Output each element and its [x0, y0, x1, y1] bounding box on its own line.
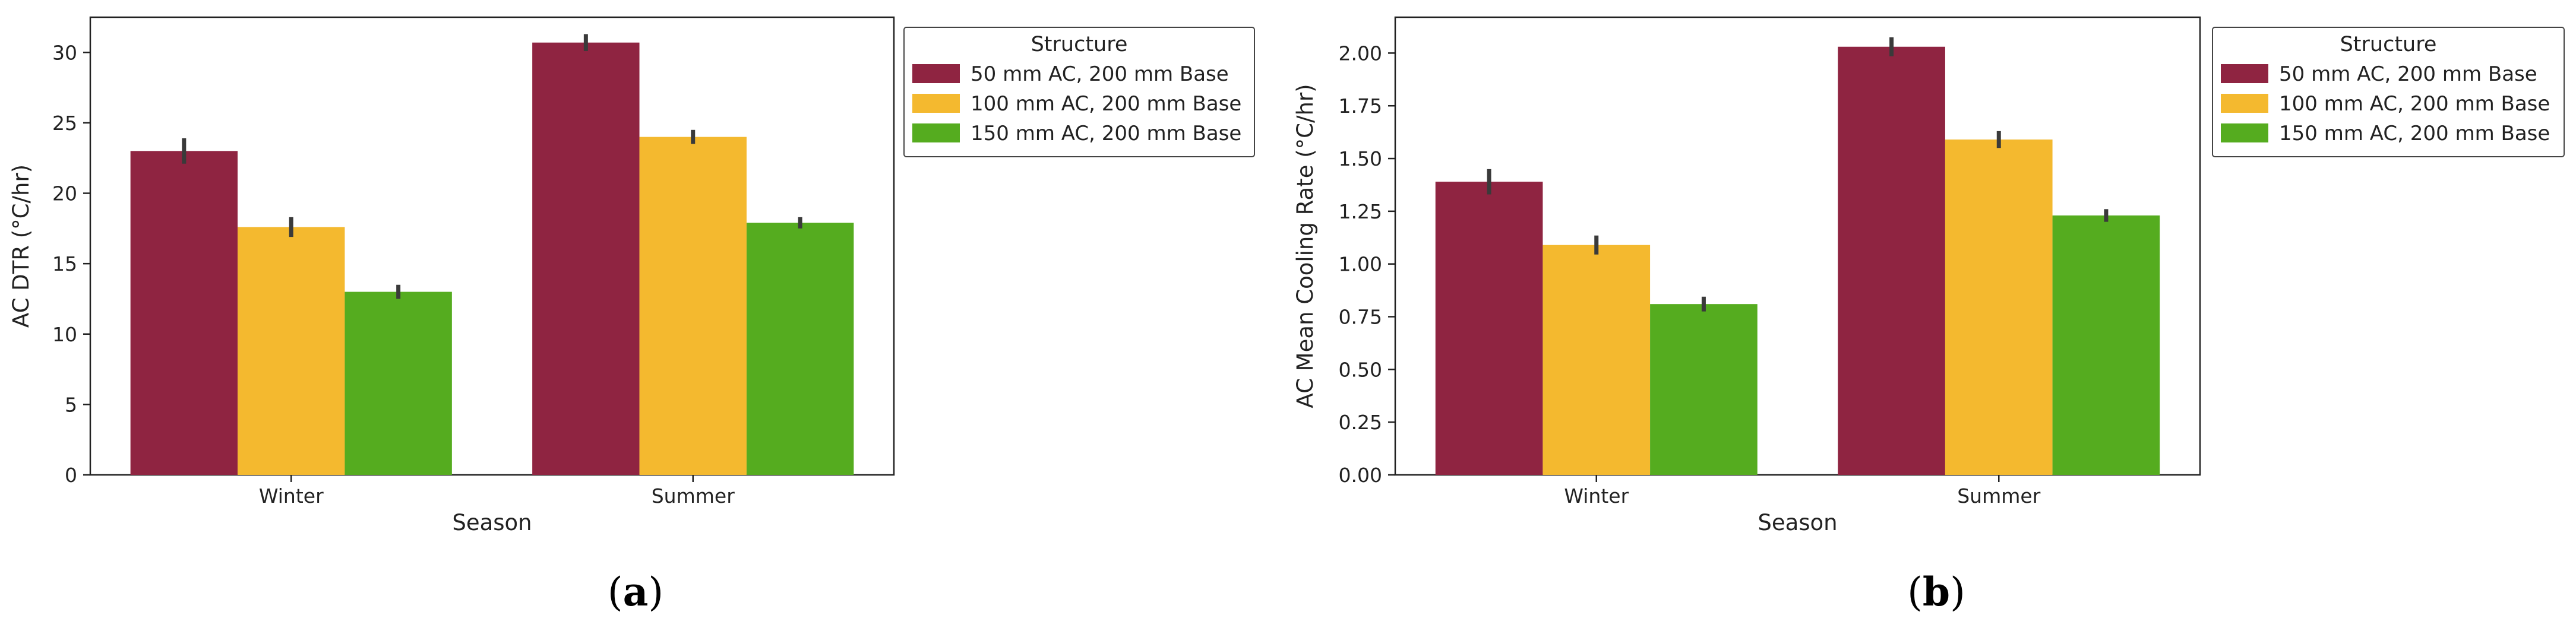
legend-swatch — [912, 64, 960, 83]
y-tick-label: 0.00 — [1339, 464, 1382, 487]
y-tick-label: 0.25 — [1339, 411, 1382, 434]
legend-swatch — [2221, 94, 2268, 113]
y-tick-label: 2.00 — [1339, 42, 1382, 65]
chart-a: 0 5 10 15 20 25 30 Winter Summer Season AC DTR (°C… — [8, 16, 1255, 615]
y-tick-label: 1.25 — [1339, 200, 1382, 223]
bar-summer-series-2 — [1945, 139, 2053, 475]
plot-frame — [89, 16, 895, 476]
bar-summer-series-1 — [1838, 46, 1945, 475]
bar-winter-series-1 — [130, 151, 238, 475]
legend-swatch — [912, 123, 960, 142]
bar-winter-series-3 — [344, 291, 452, 475]
figure-caption: (a) — [608, 569, 663, 615]
y-tick-label: 5 — [65, 393, 77, 416]
bar-summer-series-3 — [2052, 215, 2160, 475]
x-tick-label: Summer — [1957, 484, 2040, 508]
y-tick-label: 25 — [52, 112, 77, 135]
figure-caption: (b) — [1907, 569, 1965, 615]
y-tick-label: 1.50 — [1339, 147, 1382, 170]
bar-summer-series-2 — [639, 137, 747, 475]
bar-winter-series-3 — [1650, 304, 1758, 475]
legend-title: Structure — [2340, 33, 2437, 56]
plot-frame — [1394, 16, 2201, 476]
y-axis-label: AC Mean Cooling Rate (°C/hr) — [1292, 84, 1318, 408]
legend-label: 50 mm AC, 200 mm Base — [971, 62, 1229, 86]
x-axis-label: Season — [452, 510, 532, 535]
y-axis-label: AC DTR (°C/hr) — [8, 164, 34, 328]
legend-label: 50 mm AC, 200 mm Base — [2279, 62, 2537, 86]
legend-swatch — [912, 94, 960, 113]
legend-label: 100 mm AC, 200 mm Base — [971, 92, 1241, 116]
legend-box — [2212, 27, 2565, 157]
legend-box — [903, 27, 1255, 157]
x-tick-label: Summer — [652, 484, 735, 508]
legend-label: 150 mm AC, 200 mm Base — [2279, 122, 2550, 145]
y-tick-label: 15 — [52, 252, 77, 275]
bar-winter-series-1 — [1435, 182, 1543, 475]
bar-summer-series-1 — [532, 42, 640, 475]
y-tick-label: 20 — [52, 182, 77, 205]
chart-b: 0.00 0.25 0.50 0.75 1.00 1.25 1.50 1.75 2.00 Wint… — [1292, 16, 2565, 615]
y-tick-label: 30 — [52, 41, 77, 64]
bar-summer-series-3 — [746, 223, 854, 475]
legend-label: 150 mm AC, 200 mm Base — [971, 122, 1241, 145]
bar-winter-series-2 — [238, 227, 345, 475]
y-tick-label: 1.75 — [1339, 94, 1382, 118]
x-tick-label: Winter — [1564, 484, 1629, 508]
legend-swatch — [2221, 64, 2268, 83]
legend-label: 100 mm AC, 200 mm Base — [2279, 92, 2550, 116]
legend: Structure 50 mm AC, 200 mm Base 100 mm AC,… — [2212, 27, 2565, 157]
x-axis-label: Season — [1758, 510, 1837, 535]
y-tick-label: 0.50 — [1339, 358, 1382, 381]
y-tick-label: 1.00 — [1339, 253, 1382, 276]
y-tick-label: 10 — [52, 323, 77, 346]
y-tick-label: 0.75 — [1339, 306, 1382, 329]
legend-swatch — [2221, 123, 2268, 142]
x-tick-label: Winter — [259, 484, 324, 508]
bar-winter-series-2 — [1543, 245, 1651, 475]
legend: Structure 50 mm AC, 200 mm Base 100 mm AC,… — [903, 27, 1255, 157]
legend-title: Structure — [1031, 33, 1128, 56]
y-tick-label: 0 — [65, 464, 77, 487]
